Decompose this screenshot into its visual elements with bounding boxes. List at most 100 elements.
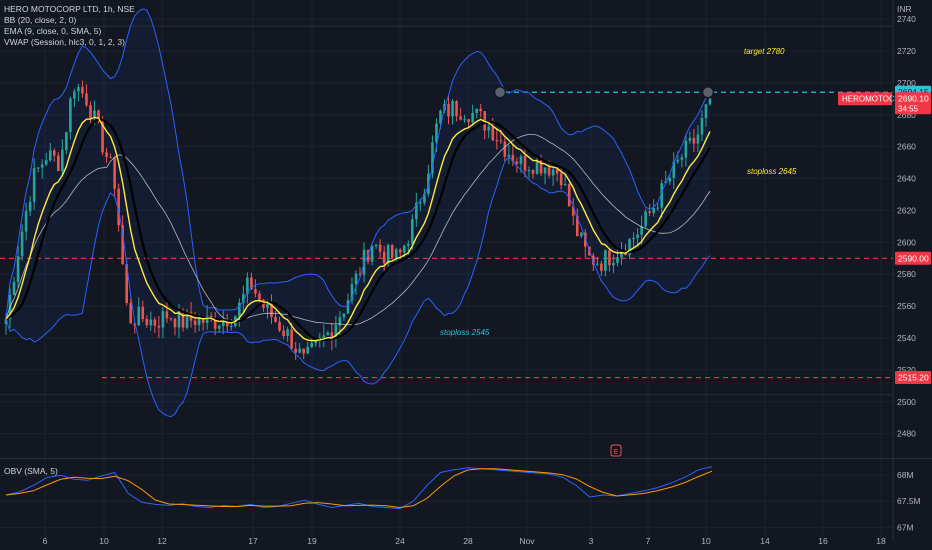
annotation-target: target 2780 [744, 47, 785, 56]
candle-body [382, 251, 386, 264]
time-tick-label: 3 [589, 536, 594, 546]
candle-body [358, 273, 362, 275]
symbol-badge [838, 92, 892, 106]
candle-body [290, 329, 293, 349]
time-axis[interactable]: 6 10 12 17 19 24 28 Nov 3 7 10 14 16 18 [43, 536, 886, 546]
candle-body [519, 156, 523, 164]
candle-body [69, 98, 72, 133]
candle-body [374, 244, 378, 246]
bb-lower-line [5, 155, 711, 418]
bb-upper-line [5, 8, 711, 320]
candle-body [193, 320, 197, 325]
candle-body [4, 319, 8, 324]
candle-body [77, 87, 80, 92]
candle-body [278, 321, 281, 331]
candle-body [555, 169, 559, 174]
symbol-title[interactable]: HERO MOTOCORP LTD, 1h, NSE [4, 4, 135, 14]
candle-body [282, 330, 285, 336]
high-marker-circle [493, 85, 507, 99]
candle-body [531, 170, 535, 174]
symbol-badge-text: HEROMOTOCO [842, 95, 901, 104]
candle-body [604, 250, 607, 271]
indicator-overlays [5, 8, 711, 418]
candle-body [32, 168, 36, 202]
candle-body [354, 273, 358, 285]
chart-grid [0, 0, 893, 540]
candle-body [366, 249, 370, 262]
annotation-stoploss-2545: stoploss 2545 [440, 328, 490, 337]
candle-body [483, 111, 487, 131]
candle-body [370, 245, 374, 262]
candle-body [24, 211, 28, 232]
candle-body [250, 277, 253, 290]
candle-body [101, 121, 104, 153]
candle-body [495, 140, 499, 142]
candle-body [181, 310, 185, 328]
candle-body [620, 251, 623, 258]
candle-body [692, 137, 696, 144]
ema-smoothing-line [5, 118, 711, 342]
ema-line [5, 116, 711, 342]
candle-body [105, 152, 108, 158]
price-tick-label: 2580 [897, 269, 916, 279]
candle-body [439, 110, 442, 124]
candle-body [455, 101, 458, 117]
candle-body [36, 167, 40, 169]
candle-body [246, 277, 249, 294]
candle-body [628, 239, 631, 256]
time-tick-label: 19 [307, 536, 317, 546]
candle-body [708, 98, 712, 105]
horizontal-levels[interactable] [0, 25, 893, 396]
candle-body [423, 193, 426, 203]
candle-body [640, 226, 643, 235]
candle-body [254, 289, 257, 294]
obv-legend[interactable]: OBV (SMA, 5) [4, 466, 58, 476]
level-price-badge [895, 251, 931, 265]
candle-body [205, 315, 209, 323]
candle-body [137, 306, 141, 326]
time-tick-label: 24 [395, 536, 405, 546]
price-tick-label: 2640 [897, 174, 916, 184]
last-price-text: 2690.10 [898, 94, 929, 104]
candle-body [386, 244, 390, 264]
obv-pane: E [5, 444, 713, 510]
candle-body [12, 281, 16, 295]
candle-body [567, 184, 571, 207]
chart-legend: HERO MOTOCORP LTD, 1h, NSE BB (20, close… [4, 4, 135, 48]
candle-body [636, 234, 639, 239]
candle-body [644, 211, 647, 227]
candle-body [523, 156, 527, 171]
candle-body [330, 332, 334, 340]
candle-body [85, 93, 88, 106]
price-axis[interactable]: 2480 2500 2520 2540 2560 2580 2600 2620 2640 2660… [838, 0, 931, 540]
candle-body [447, 104, 450, 117]
candle-body [616, 257, 619, 263]
candle-body [141, 306, 145, 319]
legend-ema[interactable]: EMA (9, close, 0, SMA, 5) [4, 26, 102, 36]
candle-body [16, 256, 20, 282]
candle-body [479, 108, 482, 112]
legend-vwap[interactable]: VWAP (Session, hlc3, 0, 1, 2, 3) [4, 37, 125, 47]
pane-divider[interactable] [0, 458, 932, 459]
candle-body [149, 319, 153, 326]
candle-body [680, 157, 684, 160]
candle-body [499, 140, 503, 142]
obv-tick-label: 67.5M [897, 496, 921, 506]
candle-body [97, 110, 100, 122]
candle-body [411, 219, 414, 244]
level-price-text: 2590.00 [898, 253, 929, 263]
candle-body [535, 160, 539, 174]
legend-bb[interactable]: BB (20, close, 2, 0) [4, 15, 77, 25]
candle-body [197, 317, 201, 325]
candle-body [28, 201, 32, 212]
price-tick-label: 2500 [897, 397, 916, 407]
candle-body [229, 325, 233, 327]
candle-body [475, 108, 478, 113]
candle-body [338, 317, 342, 326]
candle-body [571, 206, 575, 216]
candle-body [394, 249, 398, 258]
candle-body [390, 244, 394, 258]
candle-body [121, 225, 124, 265]
candle-body [133, 323, 137, 326]
